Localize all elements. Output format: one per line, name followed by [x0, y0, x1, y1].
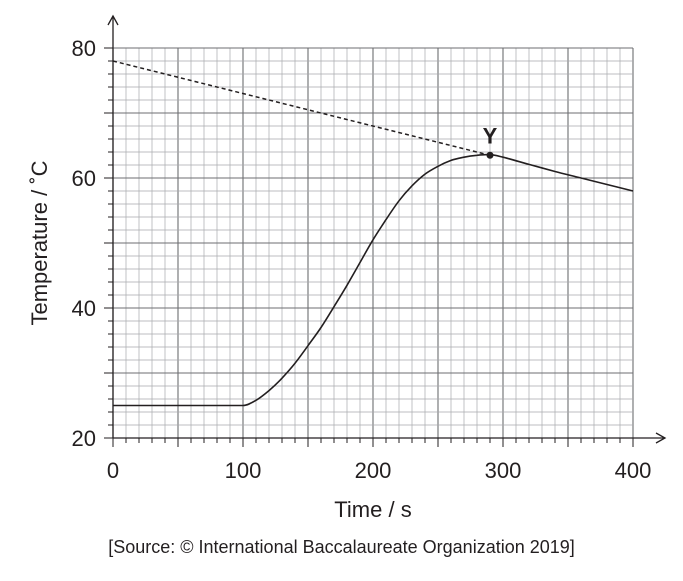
y-axis-arrow [107, 14, 119, 26]
x-tick-label: 400 [615, 458, 652, 483]
x-tick-label: 0 [107, 458, 119, 483]
x-axis-label: Time / s [334, 497, 411, 522]
x-tick-label: 100 [225, 458, 262, 483]
chart-grid [112, 47, 634, 439]
chart-series [112, 60, 634, 407]
point-y-label: Y [483, 123, 498, 148]
x-tick-label: 300 [485, 458, 522, 483]
y-tick-label: 40 [72, 296, 96, 321]
y-tick-label: 60 [72, 166, 96, 191]
y-tick-label: 20 [72, 426, 96, 451]
x-tick-label: 200 [355, 458, 392, 483]
y-tick-label: 80 [72, 36, 96, 61]
source-citation: [Source: © International Baccalaureate O… [108, 537, 575, 557]
chart-ticks: 0 100 200 300 400 20 40 60 80 [72, 36, 652, 483]
extrapolated-cooling-line [112, 60, 491, 157]
chart-axes [107, 14, 667, 444]
temperature-curve [113, 153, 634, 407]
temperature-time-chart: 0 100 200 300 400 20 40 60 80 Y Time / s Tempera… [27, 14, 667, 522]
y-axis-label: Temperature / ˚C [27, 160, 52, 325]
x-axis-arrow [655, 432, 667, 444]
point-y-marker [486, 151, 494, 159]
chart-annotations: Y [483, 123, 498, 159]
